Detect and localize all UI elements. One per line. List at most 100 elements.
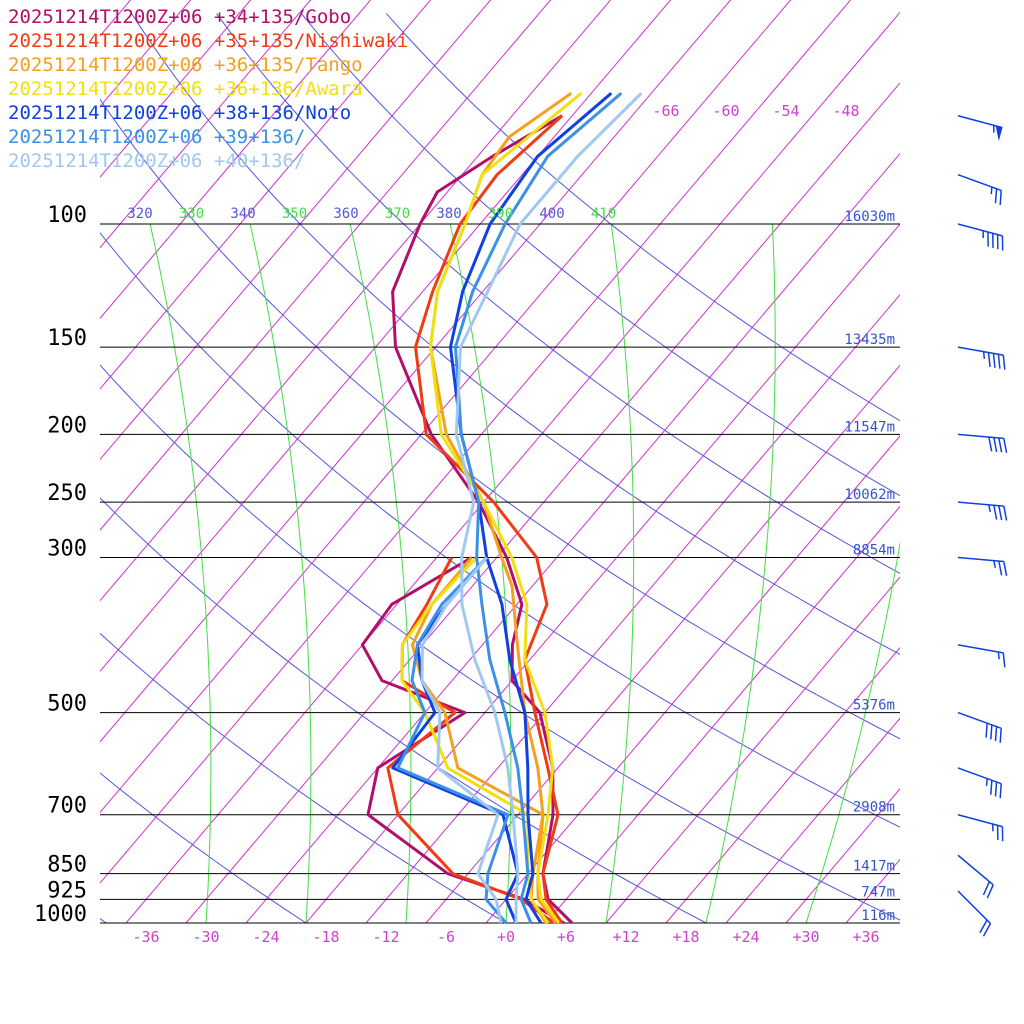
theta-label: 350 [282, 206, 307, 222]
moist-adiabat-line [249, 223, 312, 923]
isotherm [966, 0, 1024, 923]
isotherm [545, 505, 900, 923]
wind-barb [957, 556, 1008, 576]
wind-barb [957, 114, 1003, 142]
theta-label: 360 [333, 206, 358, 222]
temperature-line [429, 92, 583, 924]
temperature-tick-label: +12 [612, 928, 639, 946]
wind-barb [957, 854, 994, 899]
pressure-label: 500 [47, 692, 87, 717]
wind-barb [957, 711, 1002, 743]
upper-temp-label: -54 [772, 102, 799, 120]
dewpoint-line [420, 556, 503, 924]
wind-barb [957, 346, 1006, 370]
temperature-tick-label: +0 [497, 928, 515, 946]
upper-temp-label: -60 [712, 102, 739, 120]
isotherm [100, 0, 372, 320]
adiabat-line [100, 364, 900, 921]
adiabat-line [216, 13, 900, 575]
height-label: 10062m [844, 487, 895, 503]
adiabat-line [100, 232, 900, 828]
isotherm [906, 0, 1024, 923]
moist-adiabat-line [805, 540, 900, 923]
isotherm [100, 0, 312, 249]
legend: 20251214T1200Z+06 +34+135/Gobo 20251214T… [8, 5, 408, 173]
pressure-label: 300 [47, 537, 87, 562]
moist-adiabat-line [605, 223, 635, 923]
temperature-tick-label: +24 [732, 928, 759, 946]
adiabat-line [100, 632, 507, 923]
temperature-tick-label: -18 [312, 928, 339, 946]
pressure-label: 250 [47, 481, 87, 506]
pressure-lines [100, 223, 900, 924]
temperature-tick-label: -12 [372, 928, 399, 946]
temperature-tick-label: +36 [852, 928, 879, 946]
theta-label: 390 [488, 206, 513, 222]
height-label: 16030m [844, 209, 895, 225]
isotherm [605, 576, 900, 923]
pressure-label: 700 [47, 794, 87, 819]
temperature-line [391, 114, 574, 925]
temperature-tick-label: +6 [557, 928, 575, 946]
temperature-line [454, 92, 643, 924]
temperature-tick-label: -24 [252, 928, 279, 946]
moist-adiabat-line [349, 223, 412, 923]
temperature-tick-label: +30 [792, 928, 819, 946]
isotherm [425, 364, 900, 923]
wind-barb [957, 890, 992, 937]
adiabat-line [301, 13, 900, 497]
isotherm [100, 0, 252, 178]
wind-barb [957, 813, 1004, 842]
isotherm [665, 646, 900, 923]
wind-barb [957, 433, 1008, 453]
theta-label: 330 [179, 206, 204, 222]
moist-adiabat-line [149, 223, 212, 923]
height-label: 747m [861, 884, 895, 900]
legend-item: 20251214T1200Z+06 +39+136/ [8, 126, 306, 148]
theta-label: 400 [539, 206, 564, 222]
theta-label: 320 [127, 206, 152, 222]
height-label: 2908m [853, 800, 895, 816]
wind-barb [957, 173, 1002, 205]
pressure-label: 850 [47, 853, 87, 878]
isotherm [785, 788, 900, 923]
height-label: 5376m [853, 698, 895, 714]
height-label: 1417m [853, 859, 895, 875]
temperature-line [449, 92, 613, 924]
wind-barbs [957, 114, 1008, 937]
height-label: 11547m [844, 419, 895, 435]
dewpoint-line [391, 556, 520, 924]
temperature-tick-label: +18 [672, 928, 699, 946]
wind-barb [957, 644, 1006, 668]
adiabat-line [385, 13, 900, 422]
legend-item: 20251214T1200Z+06 +34+135/Gobo [8, 6, 352, 28]
upper-temp-label: -48 [832, 102, 859, 120]
legend-item: 20251214T1200Z+06 +35+135/Nishiwaki [8, 30, 409, 52]
sounding-series [360, 91, 643, 925]
isotherm [845, 858, 900, 923]
legend-item: 20251214T1200Z+06 +40+136/ [8, 150, 306, 172]
theta-label: 380 [436, 206, 461, 222]
theta-label: 410 [591, 206, 616, 222]
temperature-line [414, 114, 564, 924]
temperature-tick-label: -36 [132, 928, 159, 946]
adiabat-line [131, 13, 900, 655]
theta-label: 340 [230, 206, 255, 222]
pressure-label: 1000 [34, 902, 87, 927]
upper-temp-label: -66 [652, 102, 679, 120]
legend-item: 20251214T1200Z+06 +38+136/Noto [8, 102, 352, 124]
pressure-label: 150 [47, 326, 87, 351]
pressure-label: 100 [47, 203, 87, 228]
temperature-tick-label: -6 [437, 928, 455, 946]
wind-barb [957, 501, 1008, 521]
pressure-label: 925 [47, 878, 87, 903]
legend-item: 20251214T1200Z+06 +36+136/Awara [8, 78, 363, 100]
height-label: 13435m [844, 332, 895, 348]
temperature-tick-label: -30 [192, 928, 219, 946]
isotherm [485, 435, 900, 923]
legend-item: 20251214T1200Z+06 +36+135/Tango [8, 54, 363, 76]
pressure-label: 200 [47, 413, 87, 438]
height-label: 116m [861, 908, 895, 924]
